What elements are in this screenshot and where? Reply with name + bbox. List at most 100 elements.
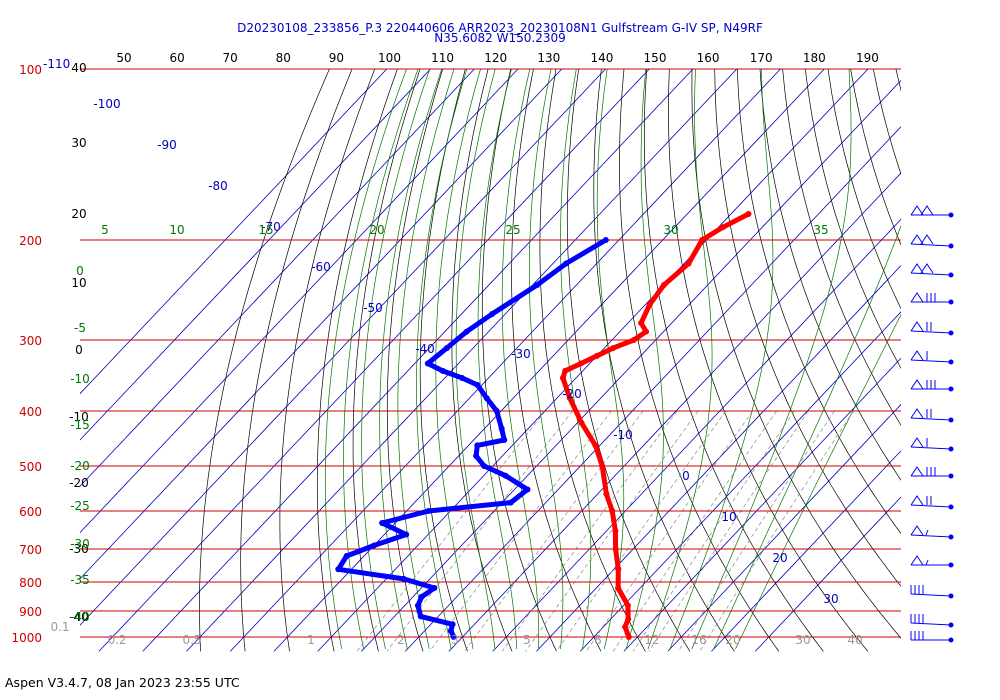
temperature-profile-point [643, 328, 650, 335]
dewpoint-profile-point [498, 425, 505, 432]
dewpoint-profile-point [489, 311, 496, 317]
pressure-label: 200 [19, 234, 42, 248]
dry-adiabat-label: 30 [71, 136, 86, 150]
moist-adiabat-line [501, 69, 540, 650]
pressure-label: 400 [19, 405, 42, 419]
mixing-ratio-label: 40 [847, 633, 862, 647]
dewpoint-profile-point [403, 531, 410, 538]
mixing-ratio-label: 16 [691, 633, 706, 647]
mixing-ratio-label: 1 [307, 633, 315, 647]
moist-adiabat-label: 20 [369, 223, 384, 237]
top-theta-label: 180 [803, 51, 826, 65]
dewpoint-profile-point [449, 621, 456, 628]
temperature-profile-point [610, 345, 616, 352]
moist-adiabat-label: 30 [663, 223, 678, 237]
moist-adiabat-line [455, 69, 496, 650]
dewpoint-profile-point [501, 437, 508, 443]
dry-adiabat-line [987, 69, 1000, 651]
moist-temp-label: 0 [76, 264, 84, 278]
isotherm-label: -70 [261, 220, 281, 234]
top-theta-label: 140 [590, 51, 613, 65]
dry-adiabat-line [691, 69, 901, 639]
isotherm-line [80, 69, 563, 580]
dry-adiabat-label: 40 [71, 61, 86, 75]
dry-adiabat-line [279, 69, 376, 652]
temperature-profile-point [625, 616, 632, 623]
isotherm-line [492, 218, 901, 652]
moist-temp-label: -40 [70, 610, 90, 624]
temperature-profile-point [615, 585, 622, 591]
wind-barb-icon [910, 234, 954, 249]
isotherm-line [536, 265, 901, 652]
dry-adiabat-line [352, 69, 421, 652]
moist-adiabat-line [669, 69, 774, 650]
mixing-ratio-line [632, 410, 795, 652]
wind-barb-icon [910, 292, 954, 305]
isotherm-line [186, 69, 738, 652]
dry-adiabat-line [872, 69, 901, 175]
dewpoint-profile-point [602, 237, 609, 243]
temperature-profile-point [719, 224, 726, 231]
footer-version: Aspen V3.4.7, 08 Jan 2023 23:55 UTC [5, 675, 240, 690]
temperature-profile-point [685, 260, 692, 267]
dry-adiabat-label: -40 [69, 610, 89, 624]
mixing-ratio-label: 0.5 [182, 633, 201, 647]
dry-adiabat-line [827, 69, 901, 310]
wind-barb-icon [910, 555, 954, 568]
dewpoint-profile-point [524, 486, 531, 493]
mixing-ratio-line [585, 410, 753, 652]
dewpoint-profile-point [507, 499, 514, 506]
moist-temp-label: -10 [70, 372, 90, 386]
isotherm-label: -110 [43, 57, 70, 71]
temperature-profile-line [560, 211, 751, 640]
temperature-profile-point [612, 527, 619, 534]
isotherm-line [273, 69, 825, 652]
temperature-profile-point [745, 211, 752, 217]
mixing-ratio-label: 30 [795, 633, 810, 647]
isotherm-line [98, 69, 650, 652]
isotherm-label: -20 [562, 387, 582, 401]
temperature-profile-point [562, 367, 569, 374]
top-theta-label: 50 [116, 51, 131, 65]
temperature-profile-point [599, 463, 606, 469]
wind-barb-icon [910, 350, 954, 365]
dry-adiabat-line [240, 69, 353, 652]
mixing-ratio-label: 20 [725, 633, 740, 647]
moist-adiabat-label: 5 [101, 223, 109, 237]
wind-barb-icon [910, 408, 954, 423]
dewpoint-profile-point [563, 260, 570, 267]
dry-adiabat-label: -30 [69, 542, 89, 556]
moist-temp-label: -5 [74, 321, 86, 335]
mixing-ratio-label: 0.2 [107, 633, 126, 647]
moist-temp-label: -30 [70, 537, 90, 551]
wind-barb-icon [910, 379, 954, 392]
isotherm-label: 10 [721, 510, 736, 524]
top-theta-label: 160 [697, 51, 720, 65]
moist-adiabat-line [435, 69, 481, 650]
temperature-profile-point [638, 320, 645, 326]
isotherm-line [80, 69, 388, 395]
top-theta-label: 110 [431, 51, 454, 65]
dry-adiabat-line [199, 69, 330, 652]
temperature-profile-point [593, 352, 600, 359]
mixing-ratio-line [678, 410, 835, 652]
pressure-label: 300 [19, 334, 42, 348]
dry-adiabat-line [451, 69, 513, 652]
moist-adiabat-line [647, 69, 713, 650]
wind-barb-icon [910, 495, 954, 510]
moist-adiabat-line [379, 69, 443, 650]
moist-adiabat-line [528, 69, 564, 650]
temperature-profile-point [559, 375, 566, 381]
top-theta-label: 170 [750, 51, 773, 65]
top-theta-label: 80 [276, 51, 291, 65]
pressure-label: 1000 [11, 631, 42, 645]
isotherm-label: -10 [613, 428, 633, 442]
temperature-profile-point [622, 623, 629, 630]
dry-adiabat-line [804, 69, 901, 370]
top-theta-label: 150 [644, 51, 667, 65]
moist-adiabat-line [477, 69, 518, 650]
isotherm-label: -100 [93, 97, 120, 111]
dry-adiabat-label: -20 [69, 476, 89, 490]
mixing-ratio-label: 5 [523, 633, 531, 647]
temperature-profile-point [625, 634, 632, 640]
